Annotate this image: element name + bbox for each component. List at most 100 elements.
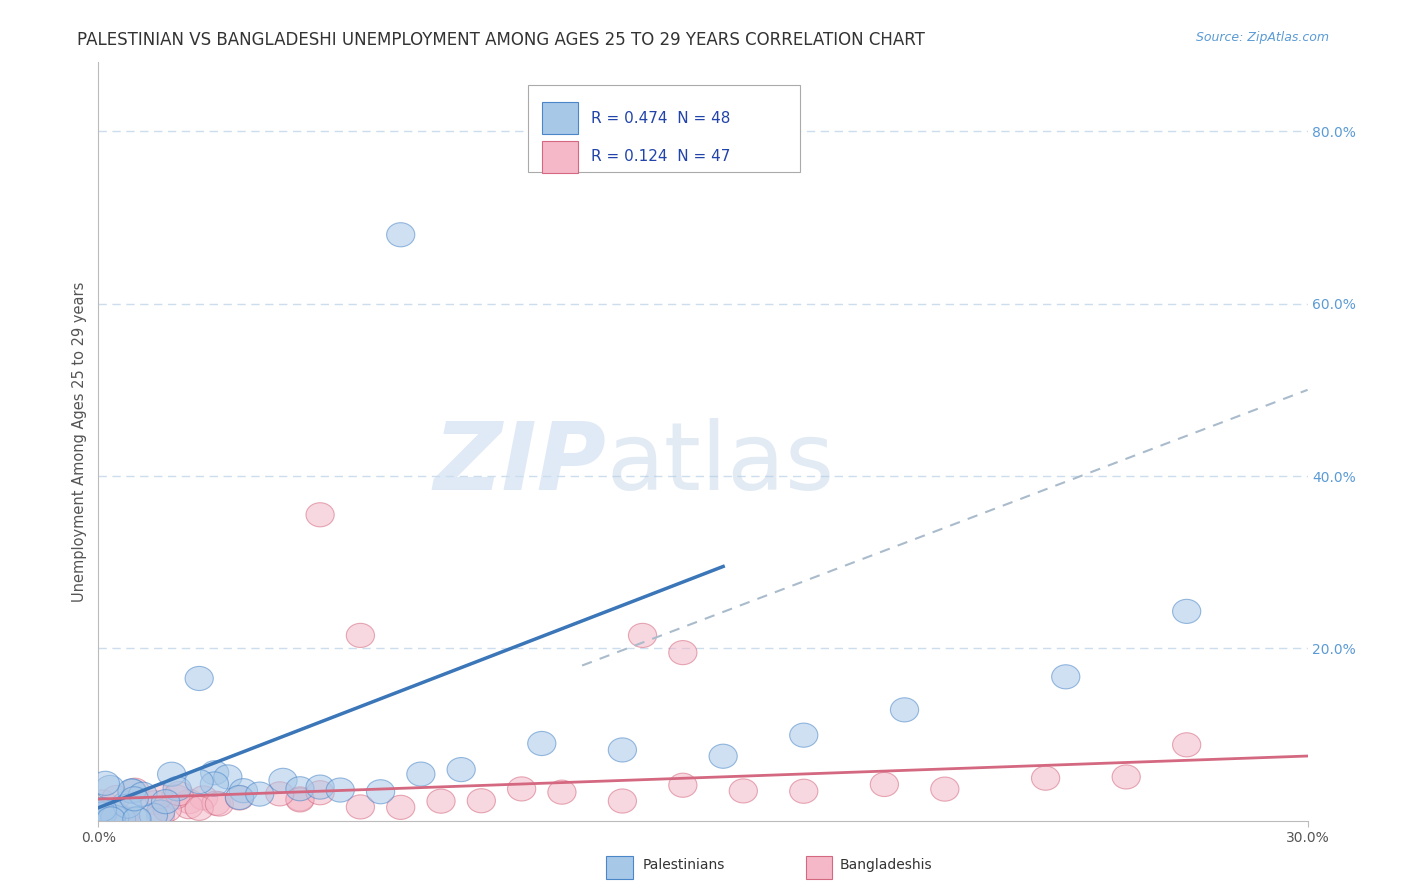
Ellipse shape — [669, 640, 697, 665]
Ellipse shape — [1173, 599, 1201, 624]
Ellipse shape — [790, 723, 818, 747]
Ellipse shape — [326, 778, 354, 802]
Ellipse shape — [89, 790, 117, 814]
Ellipse shape — [527, 731, 555, 756]
Ellipse shape — [129, 782, 157, 806]
Ellipse shape — [246, 782, 274, 806]
Ellipse shape — [96, 775, 124, 799]
Ellipse shape — [112, 791, 141, 815]
Ellipse shape — [89, 797, 117, 822]
Ellipse shape — [110, 807, 138, 831]
Ellipse shape — [162, 785, 190, 809]
Ellipse shape — [709, 744, 737, 768]
Ellipse shape — [285, 788, 314, 812]
Ellipse shape — [870, 772, 898, 797]
Ellipse shape — [346, 795, 374, 819]
Ellipse shape — [165, 781, 193, 805]
Ellipse shape — [609, 789, 637, 814]
Text: atlas: atlas — [606, 418, 835, 510]
Ellipse shape — [157, 762, 186, 786]
Ellipse shape — [105, 806, 134, 830]
Ellipse shape — [1052, 665, 1080, 689]
Text: R = 0.124  N = 47: R = 0.124 N = 47 — [591, 149, 730, 164]
Ellipse shape — [122, 807, 150, 831]
Ellipse shape — [107, 807, 136, 831]
Ellipse shape — [427, 789, 456, 814]
Ellipse shape — [285, 787, 314, 811]
Ellipse shape — [447, 757, 475, 781]
Ellipse shape — [186, 666, 214, 690]
Ellipse shape — [97, 807, 125, 831]
Ellipse shape — [730, 779, 758, 803]
Ellipse shape — [118, 779, 146, 803]
Ellipse shape — [548, 780, 576, 805]
Ellipse shape — [205, 792, 233, 816]
Ellipse shape — [176, 789, 204, 814]
Ellipse shape — [225, 785, 253, 810]
Ellipse shape — [103, 786, 131, 810]
Ellipse shape — [1032, 766, 1060, 790]
Ellipse shape — [89, 802, 117, 826]
Ellipse shape — [101, 799, 129, 823]
Ellipse shape — [186, 770, 214, 794]
Ellipse shape — [214, 764, 242, 789]
Ellipse shape — [101, 805, 129, 830]
Ellipse shape — [139, 804, 167, 828]
FancyBboxPatch shape — [806, 856, 832, 879]
Ellipse shape — [190, 786, 218, 810]
Ellipse shape — [89, 799, 117, 823]
Ellipse shape — [346, 624, 374, 648]
Ellipse shape — [146, 800, 174, 824]
Ellipse shape — [112, 807, 141, 831]
Ellipse shape — [141, 790, 169, 814]
Ellipse shape — [202, 791, 231, 815]
Ellipse shape — [269, 768, 297, 792]
Ellipse shape — [669, 773, 697, 797]
Ellipse shape — [120, 787, 149, 811]
Ellipse shape — [307, 775, 335, 799]
Ellipse shape — [200, 772, 229, 796]
Ellipse shape — [225, 786, 253, 810]
Text: Bangladeshis: Bangladeshis — [839, 858, 932, 872]
Ellipse shape — [508, 777, 536, 801]
Ellipse shape — [121, 778, 149, 802]
Text: R = 0.474  N = 48: R = 0.474 N = 48 — [591, 111, 730, 126]
Ellipse shape — [163, 777, 191, 801]
Ellipse shape — [201, 761, 229, 785]
FancyBboxPatch shape — [543, 141, 578, 173]
Ellipse shape — [266, 781, 294, 805]
Ellipse shape — [114, 794, 142, 818]
Ellipse shape — [790, 780, 818, 804]
Text: Palestinians: Palestinians — [643, 858, 725, 872]
Ellipse shape — [285, 777, 314, 801]
Ellipse shape — [122, 807, 150, 831]
Ellipse shape — [186, 797, 214, 821]
Ellipse shape — [367, 780, 395, 804]
Y-axis label: Unemployment Among Ages 25 to 29 years: Unemployment Among Ages 25 to 29 years — [72, 281, 87, 602]
Ellipse shape — [609, 738, 637, 762]
Text: Source: ZipAtlas.com: Source: ZipAtlas.com — [1195, 31, 1329, 45]
FancyBboxPatch shape — [543, 103, 578, 134]
Ellipse shape — [100, 801, 128, 825]
Ellipse shape — [307, 503, 335, 527]
Ellipse shape — [229, 779, 257, 803]
Ellipse shape — [387, 796, 415, 820]
Ellipse shape — [146, 804, 174, 828]
Ellipse shape — [467, 789, 495, 813]
Ellipse shape — [89, 799, 117, 823]
Text: ZIP: ZIP — [433, 418, 606, 510]
Ellipse shape — [1112, 764, 1140, 789]
Ellipse shape — [890, 698, 918, 722]
Ellipse shape — [118, 779, 146, 803]
Ellipse shape — [152, 789, 180, 814]
Text: PALESTINIAN VS BANGLADESHI UNEMPLOYMENT AMONG AGES 25 TO 29 YEARS CORRELATION CH: PALESTINIAN VS BANGLADESHI UNEMPLOYMENT … — [77, 31, 925, 49]
Ellipse shape — [91, 772, 120, 796]
Ellipse shape — [931, 777, 959, 801]
Ellipse shape — [406, 762, 434, 786]
Ellipse shape — [387, 223, 415, 247]
Ellipse shape — [145, 784, 173, 809]
Ellipse shape — [1173, 732, 1201, 757]
Ellipse shape — [89, 799, 117, 823]
FancyBboxPatch shape — [527, 85, 800, 172]
Ellipse shape — [153, 797, 181, 822]
